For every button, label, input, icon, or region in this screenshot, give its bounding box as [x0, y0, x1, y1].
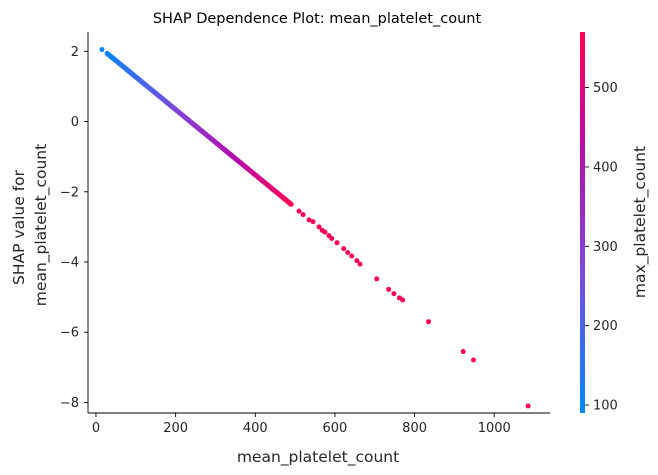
- colorbar: [580, 32, 585, 413]
- y-ticks: 2 0 −2 −4 −6 −8: [60, 45, 88, 411]
- scatter-point: [99, 47, 105, 53]
- y-tick-label: −6: [60, 326, 79, 341]
- y-tick-label: −4: [60, 256, 79, 271]
- x-tick-label: 0: [92, 421, 100, 436]
- scatter-point: [329, 235, 335, 241]
- scatter-point: [349, 253, 355, 259]
- scatter-point: [354, 258, 360, 264]
- scatter-point: [334, 240, 340, 246]
- colorbar-ticks: 100 200 300 400 500: [585, 81, 618, 414]
- scatter-point: [310, 219, 316, 225]
- scatter-point: [374, 276, 380, 282]
- x-tick-label: 200: [163, 421, 188, 436]
- scatter-point: [341, 246, 347, 252]
- scatter-point: [460, 349, 466, 355]
- y-axis-label-line-1: SHAP value for: [10, 169, 28, 285]
- scatter-point: [322, 229, 328, 235]
- y-tick-label: −8: [60, 396, 79, 411]
- y-axis-label-line-2: mean_platelet_count: [32, 144, 51, 306]
- scatter-point: [300, 212, 306, 218]
- scatter-point: [316, 224, 322, 230]
- scatter-point: [471, 357, 477, 363]
- colorbar-tick-label: 200: [593, 319, 618, 334]
- scatter-point: [288, 201, 294, 207]
- x-axis-label: mean_platelet_count: [237, 448, 399, 467]
- colorbar-label: max_platelet_count: [631, 146, 650, 298]
- x-tick-label: 600: [323, 421, 348, 436]
- x-tick-label: 1000: [478, 421, 511, 436]
- x-tick-label: 400: [243, 421, 268, 436]
- scatter-point: [525, 403, 531, 409]
- y-tick-label: 0: [71, 115, 79, 130]
- y-tick-label: 2: [71, 45, 79, 60]
- x-ticks: 0 200 400 600 800 1000: [92, 413, 511, 436]
- colorbar-tick-label: 300: [593, 240, 618, 255]
- scatter-point: [426, 319, 432, 325]
- scatter-point: [296, 208, 302, 214]
- chart-title: SHAP Dependence Plot: mean_platelet_coun…: [153, 11, 482, 27]
- scatter-point: [386, 286, 392, 292]
- x-tick-label: 800: [402, 421, 427, 436]
- colorbar-tick-label: 400: [593, 160, 618, 175]
- scatter-points: [99, 47, 531, 409]
- scatter-point: [306, 217, 312, 223]
- y-tick-label: −2: [60, 185, 79, 200]
- axes: [87, 32, 550, 414]
- colorbar-tick-label: 100: [593, 399, 618, 414]
- colorbar-tick-label: 500: [593, 81, 618, 96]
- y-axis-label: SHAP value for mean_platelet_count: [10, 144, 51, 306]
- scatter-point: [400, 297, 406, 303]
- scatter-point: [345, 250, 351, 256]
- scatter-point: [391, 291, 397, 297]
- scatter-point: [357, 261, 363, 267]
